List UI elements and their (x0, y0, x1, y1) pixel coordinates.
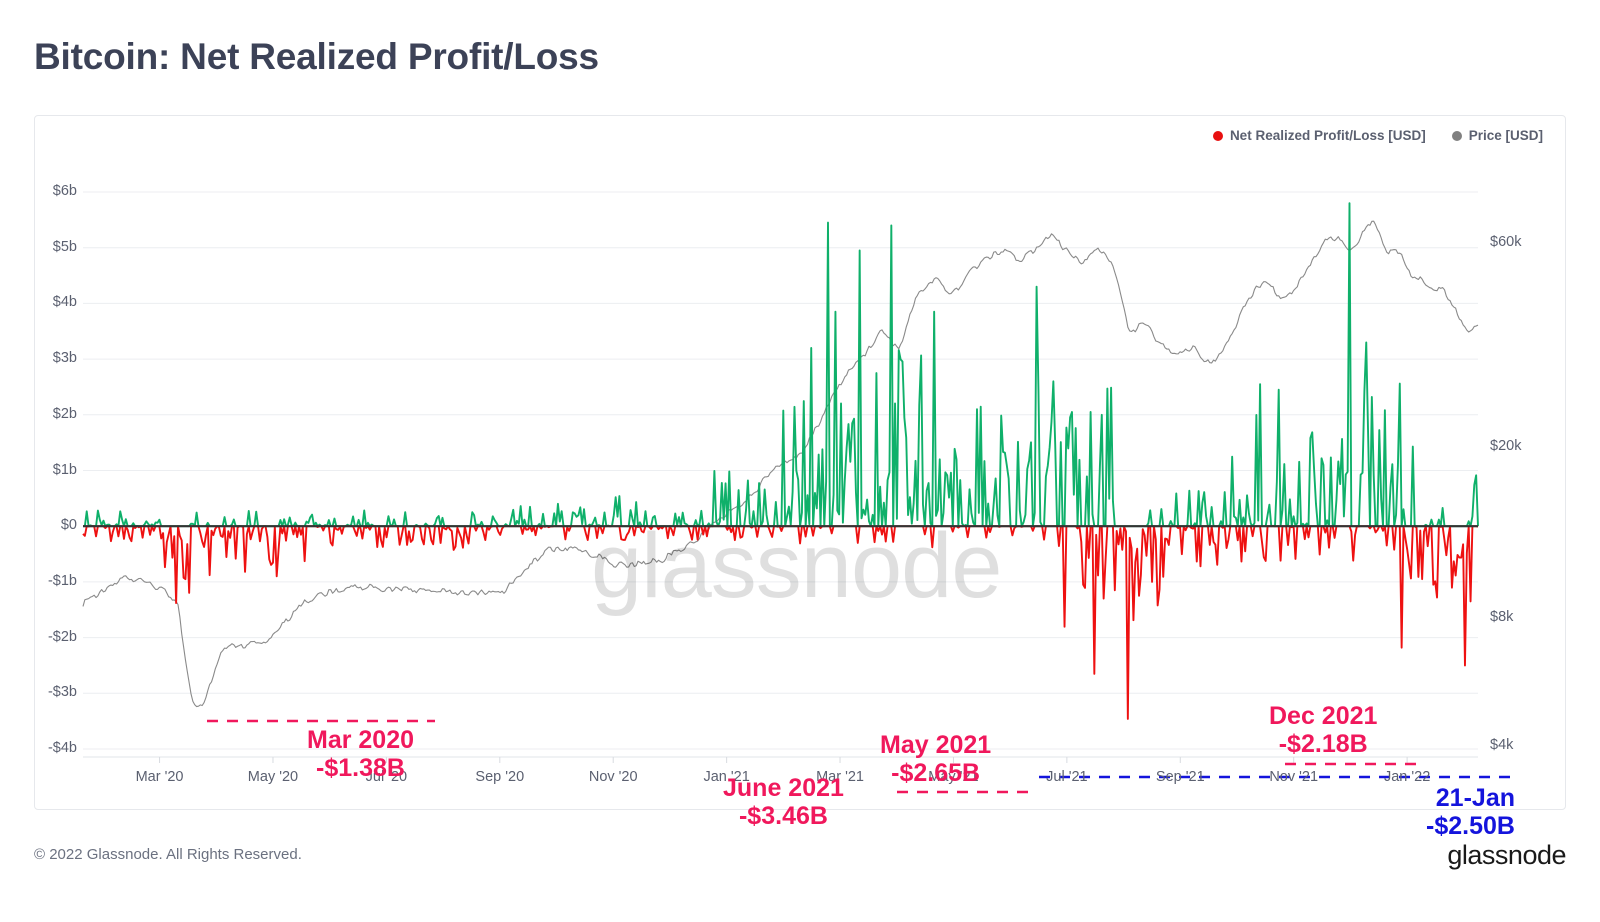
annotation-dec-2021: Dec 2021 -$2.18B (1269, 702, 1377, 758)
annotation-mar-2020: Mar 2020 -$1.38B (307, 726, 414, 782)
annotation-date: June 2021 (723, 774, 844, 802)
chart-legend: Net Realized Profit/Loss [USD] Price [US… (1212, 128, 1543, 143)
legend-label-profit-loss: Net Realized Profit/Loss [USD] (1229, 128, 1426, 143)
x-axis-tick: May '20 (247, 769, 299, 785)
annotation-value: -$1.38B (316, 754, 405, 782)
annotation-value: -$2.50B (1426, 812, 1515, 840)
annotation-may-2021: May 2021 -$2.65B (880, 731, 991, 787)
y-axis-left-tick: -$4b (47, 740, 77, 756)
annotation-value: -$2.18B (1278, 730, 1368, 758)
annotation-value: -$3.46B (738, 802, 828, 830)
annotation-date: May 2021 (880, 731, 992, 759)
y-axis-left-tick: -$1b (47, 572, 77, 589)
legend-item-price[interactable]: Price [USD] (1451, 128, 1543, 143)
x-axis-tick: Nov '21 (1269, 769, 1319, 785)
legend-dot-icon (1212, 130, 1223, 141)
y-axis-right-tick: $60k (1490, 234, 1522, 251)
legend-dot-icon (1451, 130, 1462, 141)
x-axis-tick: Jan '21 (703, 769, 750, 785)
chart-card: Net Realized Profit/Loss [USD] Price [US… (34, 115, 1566, 840)
net-loss-line (82, 525, 1479, 720)
y-axis-left-tick: $6b (52, 183, 77, 199)
x-axis-tick: Sep '20 (475, 769, 525, 785)
footer-logo: glassnode (1447, 840, 1566, 870)
y-axis-left-tick: $1b (52, 461, 77, 478)
x-axis-tick: Jul '21 (1046, 769, 1088, 785)
y-axis-left-tick: -$3b (47, 684, 77, 701)
x-axis-tick: Jan '22 (1383, 769, 1431, 785)
chart-svg (82, 191, 1513, 794)
y-axis-right-tick: $8k (1490, 608, 1514, 625)
x-axis-tick: Mar '20 (135, 769, 184, 785)
plot-area: $6b $5b $4b $3b $2b $1b $0 -$1b -$2b -$3b -$4b $60k… (35, 116, 1565, 840)
y-axis-left-tick: -$2b (47, 628, 77, 645)
x-axis-tick: Mar '21 (816, 769, 864, 785)
annotation-date: 21-Jan (1435, 784, 1515, 812)
footer-copyright: © 2022 Glassnode. All Rights Reserved. (34, 846, 302, 863)
legend-label-price: Price [USD] (1468, 128, 1543, 143)
legend-item-profit-loss[interactable]: Net Realized Profit/Loss [USD] (1212, 128, 1426, 143)
y-axis-left-tick: $2b (52, 405, 77, 422)
y-axis-left-tick: $3b (52, 350, 77, 367)
annotation-june-2021: June 2021 -$3.46B (723, 774, 844, 830)
price-line (82, 220, 1479, 708)
y-axis-right-tick: $20k (1490, 438, 1522, 455)
x-axis-tick: May '21 (928, 769, 979, 785)
annotation-21-jan: 21-Jan -$2.50B (1426, 784, 1515, 840)
x-axis-tick: Nov '20 (588, 769, 638, 785)
gridlines (83, 191, 1478, 750)
annotation-value: -$2.65B (891, 759, 981, 787)
annotation-date: Dec 2021 (1269, 702, 1378, 730)
y-axis-left-tick: $5b (52, 238, 77, 255)
page-title: Bitcoin: Net Realized Profit/Loss (34, 36, 599, 77)
y-axis-left-tick: $0 (60, 517, 77, 534)
annotation-date: Mar 2020 (307, 726, 415, 754)
y-axis-right-tick: $4k (1490, 737, 1514, 754)
net-profit-line (83, 202, 1479, 528)
x-axis-tick: Jul '20 (365, 769, 408, 785)
y-axis-left-tick: $4b (52, 294, 77, 311)
x-axis-tick: Sep '21 (1155, 769, 1205, 785)
